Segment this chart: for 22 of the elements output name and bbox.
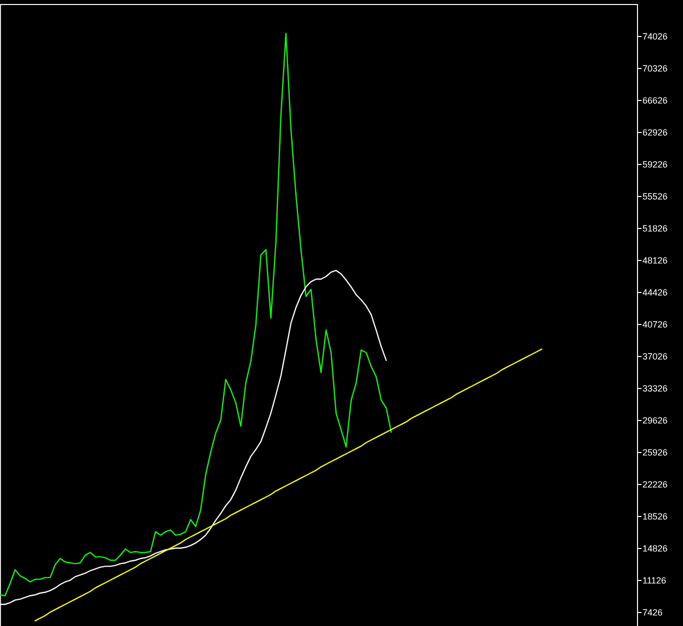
y-tick-label: 33326 [642, 383, 668, 394]
y-tick-label: 29626 [642, 415, 668, 426]
line-series [34, 348, 542, 622]
y-tick-label: 51826 [642, 223, 668, 234]
y-tick-label: 14826 [642, 543, 668, 554]
y-tick-label: 11126 [642, 575, 666, 586]
line-series [0, 32, 392, 596]
y-tick-label: 18526 [642, 511, 668, 522]
y-tick-label: 48126 [642, 255, 668, 266]
y-tick-label: 70326 [642, 63, 668, 74]
y-tick-label: 44426 [642, 287, 668, 298]
y-tick-label: 7426 [642, 607, 663, 618]
y-tick-label: 62926 [642, 127, 668, 138]
y-tick-label: 55526 [642, 191, 668, 202]
line-series [0, 270, 387, 605]
y-tick-label: 37026 [642, 351, 668, 362]
y-tick-label: 40726 [642, 319, 668, 330]
y-tick-label: 59226 [642, 159, 668, 170]
y-tick-label: 25926 [642, 447, 668, 458]
y-tick-label: 22226 [642, 479, 668, 490]
y-tick-label: 74026 [642, 31, 668, 42]
y-tick-label: 66626 [642, 95, 668, 106]
